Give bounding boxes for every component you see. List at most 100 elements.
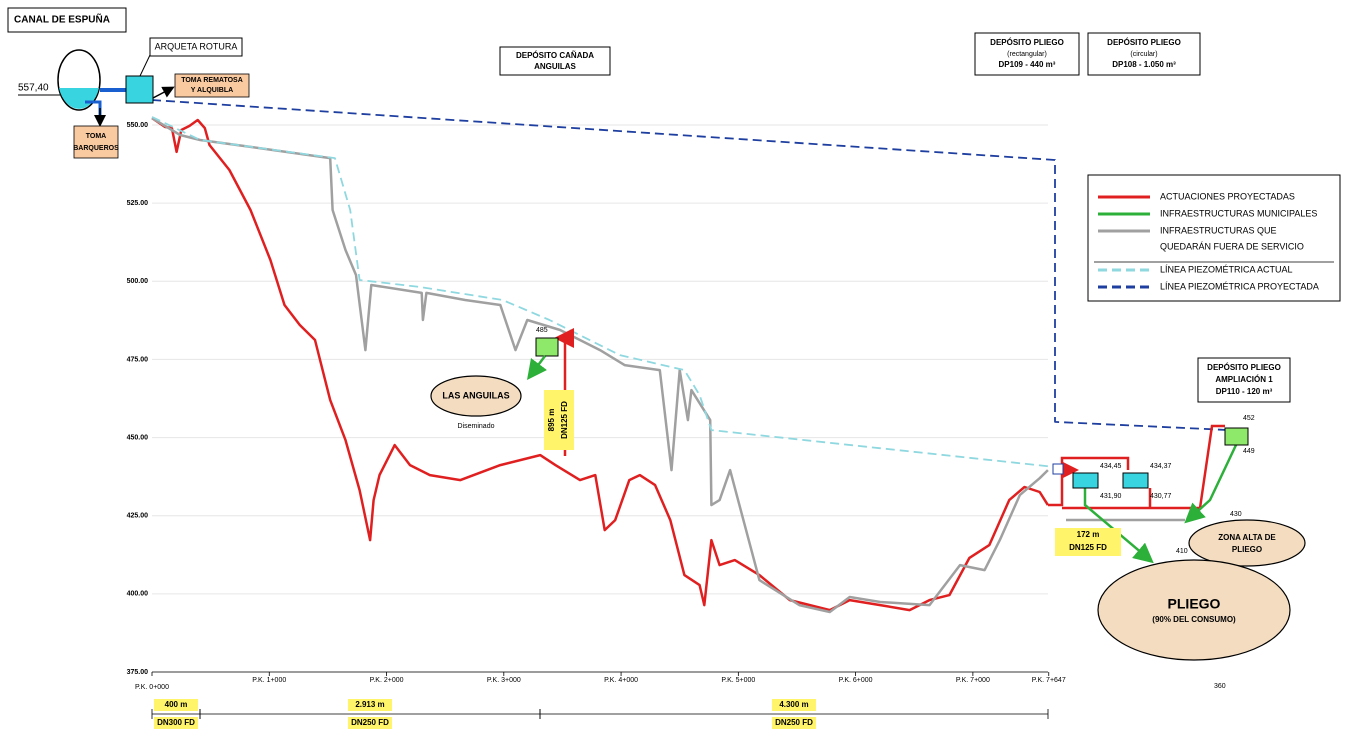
dimension-bg bbox=[154, 699, 198, 711]
legend-items: ACTUACIONES PROYECTADAS INFRAESTRUCTURAS … bbox=[1098, 191, 1319, 291]
y-tick-label: 525.00 bbox=[127, 200, 149, 207]
legend-label: LÍNEA PIEZOMÉTRICA ACTUAL bbox=[1160, 264, 1293, 274]
anguilas-tank bbox=[535, 337, 559, 357]
dp110-tank bbox=[1224, 427, 1249, 446]
dp109-small bbox=[1052, 463, 1064, 475]
anguilas-label: LAS ANGUILAS bbox=[442, 390, 509, 400]
pliego-pipe-label-bg bbox=[1055, 528, 1121, 556]
pipe-length: 895 m bbox=[547, 409, 556, 432]
dimension-bg bbox=[348, 717, 392, 729]
dimension-pipe: DN250 FD bbox=[351, 718, 389, 727]
y-tick-label: 475.00 bbox=[127, 356, 149, 363]
arqueta-box bbox=[125, 75, 154, 104]
rematosa-box bbox=[174, 73, 250, 98]
canada-label: DEPÓSITO CAÑADA bbox=[516, 51, 594, 60]
dimension-length: 400 m bbox=[165, 700, 188, 709]
zona-alta-label: PLIEGO bbox=[1232, 545, 1262, 554]
canada-label: ANGUILAS bbox=[534, 62, 576, 71]
anguilas-green-pipe bbox=[527, 355, 547, 380]
anguilas-area bbox=[430, 375, 522, 417]
dimensions: 400 m DN300 FD 2.913 m DN250 FD 4.300 m DN250… bbox=[151, 699, 1049, 729]
x-tick-label: P.K. 3+000 bbox=[487, 677, 521, 684]
dimension-length: 2.913 m bbox=[355, 700, 384, 709]
zona-alta-area bbox=[1188, 519, 1306, 567]
canal-box bbox=[7, 7, 127, 33]
rematosa-label: TOMA REMATOSA bbox=[181, 77, 243, 84]
pliego-green-pipe bbox=[1083, 488, 1154, 564]
diseminado-label: Diseminado bbox=[458, 423, 495, 430]
pipe-label-bg bbox=[544, 390, 574, 450]
level-label: 449 bbox=[1243, 448, 1255, 455]
pliego-red-pipe bbox=[1048, 456, 1130, 507]
dp108-label: DP108 - 1.050 m³ bbox=[1112, 60, 1176, 69]
level-label: 430 bbox=[1230, 511, 1242, 518]
level-label: 430,77 bbox=[1150, 493, 1172, 500]
dimension-pipe: DN300 FD bbox=[157, 718, 195, 727]
profile-line bbox=[151, 117, 1049, 612]
x-tick-label: P.K. 5+000 bbox=[721, 677, 755, 684]
zona-alta-green-pipe bbox=[1184, 444, 1238, 524]
plot-area: 375.00 400.00 425.00 450.00 475.00 500.00 525.… bbox=[127, 99, 1230, 691]
x-tick-label: P.K. 7+000 bbox=[956, 677, 990, 684]
arqueta-leader bbox=[139, 54, 151, 77]
dimension-length: 4.300 m bbox=[779, 700, 808, 709]
dimension-bg bbox=[348, 699, 392, 711]
y-tick-label: 375.00 bbox=[127, 669, 149, 676]
dp109-label: (rectangular) bbox=[1007, 51, 1047, 58]
level-label: 434,45 bbox=[1100, 463, 1122, 470]
barqueros-label: TOMA bbox=[86, 133, 106, 140]
level-label: 557,40 bbox=[18, 83, 49, 94]
dp108-tank bbox=[1122, 472, 1149, 489]
anguilas-pipe-label: 895 m DN125 FD bbox=[544, 390, 574, 450]
y-tick-label: 400.00 bbox=[127, 591, 149, 598]
level-label: 360 bbox=[1214, 683, 1226, 690]
rematosa-arrow bbox=[152, 86, 175, 99]
legend-label: INFRAESTRUCTURAS MUNICIPALES bbox=[1160, 208, 1317, 218]
legend-label: INFRAESTRUCTURAS QUE bbox=[1160, 225, 1277, 235]
profile-line bbox=[151, 116, 1056, 468]
dimension-bg bbox=[772, 699, 816, 711]
dp110-label: DP110 - 120 m³ bbox=[1216, 387, 1273, 396]
dimension-bg bbox=[772, 717, 816, 729]
dimension-bg bbox=[154, 717, 198, 729]
pliego-label: PLIEGO bbox=[1168, 596, 1221, 612]
pipe-length: 172 m bbox=[1077, 530, 1100, 539]
dp109-box bbox=[974, 32, 1080, 76]
pipe-dn: DN125 FD bbox=[1069, 543, 1107, 552]
canal-water bbox=[59, 88, 99, 109]
x-tick-label: P.K. 0+000 bbox=[135, 684, 169, 691]
legend-label: QUEDARÁN FUERA DE SERVICIO bbox=[1160, 241, 1304, 251]
dimension-pipe: DN250 FD bbox=[775, 718, 813, 727]
x-tick-label: P.K. 1+000 bbox=[252, 677, 286, 684]
level-label: 452 bbox=[1243, 415, 1255, 422]
dp110-label: AMPLIACIÓN 1 bbox=[1215, 375, 1273, 384]
arqueta-label: ARQUETA ROTURA bbox=[155, 41, 238, 51]
canal-label: CANAL DE ESPUÑA bbox=[14, 13, 110, 26]
canada-box bbox=[499, 46, 611, 76]
level-label: 410 bbox=[1176, 548, 1188, 555]
level-label: 431,90 bbox=[1100, 493, 1122, 500]
arqueta-label-box bbox=[149, 37, 243, 57]
y-tick-label: 550.00 bbox=[127, 122, 149, 129]
dp108-label: (circular) bbox=[1130, 51, 1157, 58]
profile-line bbox=[151, 117, 1049, 614]
x-tick-label: P.K. 2+000 bbox=[370, 677, 404, 684]
x-tick-label: P.K. 7+647 bbox=[1032, 677, 1066, 684]
legend-label: LÍNEA PIEZOMÉTRICA PROYECTADA bbox=[1160, 281, 1319, 291]
dp109-label: DEPÓSITO PLIEGO bbox=[990, 38, 1064, 47]
x-tick-label: P.K. 6+000 bbox=[839, 677, 873, 684]
barqueros-box bbox=[73, 125, 119, 159]
zona-alta-label: ZONA ALTA DE bbox=[1218, 533, 1276, 542]
barqueros-label: BARQUEROS bbox=[73, 145, 119, 152]
level-label: 485 bbox=[536, 327, 548, 334]
y-tick-label: 450.00 bbox=[127, 434, 149, 441]
pipe-dn: DN125 FD bbox=[560, 401, 569, 439]
rematosa-label: Y ALQUIBLA bbox=[191, 87, 233, 94]
dp108-box bbox=[1087, 32, 1201, 76]
y-tick-label: 425.00 bbox=[127, 513, 149, 520]
dp110-box bbox=[1197, 357, 1291, 403]
pliego-sub-label: (90% DEL CONSUMO) bbox=[1152, 615, 1236, 624]
dp108-label: DEPÓSITO PLIEGO bbox=[1107, 38, 1181, 47]
pliego-red-pipe bbox=[1062, 424, 1225, 510]
